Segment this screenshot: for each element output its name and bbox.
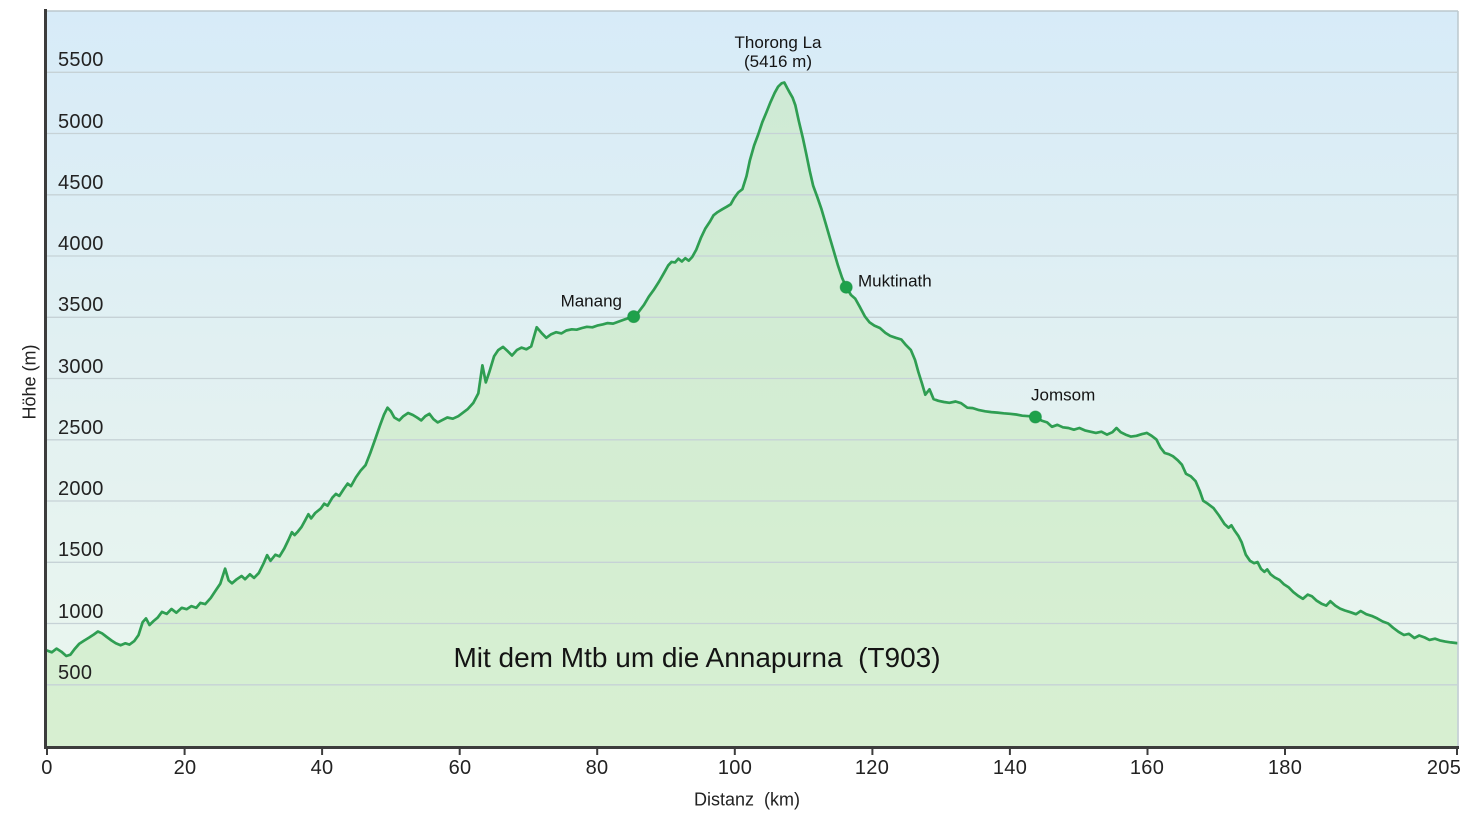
y-tick-label: 5000 (58, 111, 104, 133)
chart-title: Mit dem Mtb um die Annapurna (T903) (453, 642, 941, 673)
x-tick-label: 40 (310, 757, 334, 779)
y-tick-label: 3500 (58, 294, 104, 316)
y-tick-label: 4000 (58, 233, 104, 255)
elevation-area-fill (47, 82, 1457, 746)
waypoint-label-thorong-la: Thorong La (5416 m) (734, 33, 822, 71)
y-tick-label: 5500 (58, 49, 104, 71)
waypoint-dot-jomsom (1028, 410, 1042, 424)
elevation-line (45, 81, 1459, 658)
waypoint-label-muktinath: Muktinath (858, 271, 932, 291)
y-tick-label: 2500 (58, 417, 104, 439)
x-tick-label: 160 (1129, 757, 1165, 779)
x-tick-label: 100 (717, 757, 753, 779)
waypoint-dot-muktinath (839, 280, 853, 294)
y-tick-label: 2000 (58, 478, 104, 500)
waypoint-dot-manang (627, 310, 641, 324)
x-tick-label: 20 (173, 757, 197, 779)
waypoint-sublabel: (5416 m) (743, 52, 813, 71)
x-tick-label: 205 (1426, 757, 1462, 779)
x-axis-title: Distanz (km) (693, 789, 801, 810)
y-tick-label: 500 (58, 662, 93, 684)
x-tick-label: 60 (448, 757, 472, 779)
y-tick-label: 1500 (58, 539, 104, 561)
x-tick-label: 120 (854, 757, 890, 779)
waypoint-label-manang: Manang (560, 291, 622, 311)
y-tick-label: 3000 (58, 356, 104, 378)
x-tick-label: 0 (41, 757, 53, 779)
waypoint-label-jomsom: Jomsom (1031, 385, 1096, 405)
y-tick-label: 4500 (58, 172, 104, 194)
x-tick-label: 140 (992, 757, 1028, 779)
y-axis-title: Höhe (m) (19, 344, 40, 420)
x-tick-label: 80 (585, 757, 609, 779)
x-tick-label: 180 (1267, 757, 1303, 779)
y-tick-label: 1000 (58, 601, 104, 623)
